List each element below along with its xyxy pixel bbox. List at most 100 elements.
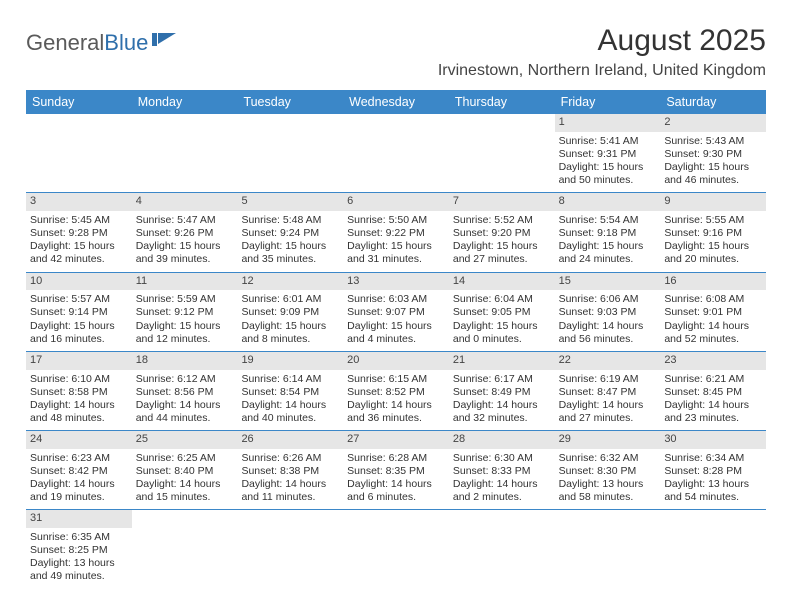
daylight-line: Daylight: 14 hours and 48 minutes. [30,399,128,425]
day-cell: 14Sunrise: 6:04 AMSunset: 9:05 PMDayligh… [449,273,555,351]
daylight-line: Daylight: 14 hours and 15 minutes. [136,478,234,504]
day-cell [555,510,661,588]
day-cell: 11Sunrise: 5:59 AMSunset: 9:12 PMDayligh… [132,273,238,351]
day-cell: 28Sunrise: 6:30 AMSunset: 8:33 PMDayligh… [449,431,555,509]
day-cell [343,114,449,192]
day-cell: 4Sunrise: 5:47 AMSunset: 9:26 PMDaylight… [132,193,238,271]
day-number: 30 [660,431,766,449]
day-number: 22 [555,352,661,370]
sunrise-line: Sunrise: 6:17 AM [453,373,551,386]
day-body: Sunrise: 6:06 AMSunset: 9:03 PMDaylight:… [555,290,661,351]
sunset-line: Sunset: 8:38 PM [241,465,339,478]
sunrise-line: Sunrise: 6:12 AM [136,373,234,386]
day-cell: 22Sunrise: 6:19 AMSunset: 8:47 PMDayligh… [555,352,661,430]
sunrise-line: Sunrise: 5:55 AM [664,214,762,227]
day-cell: 18Sunrise: 6:12 AMSunset: 8:56 PMDayligh… [132,352,238,430]
day-body: Sunrise: 5:57 AMSunset: 9:14 PMDaylight:… [26,290,132,351]
day-cell: 2Sunrise: 5:43 AMSunset: 9:30 PMDaylight… [660,114,766,192]
day-body [343,526,449,588]
day-body [660,526,766,588]
header: GeneralBlue August 2025 Irvinestown, Nor… [26,24,766,80]
daylight-line: Daylight: 15 hours and 16 minutes. [30,320,128,346]
daylight-line: Daylight: 14 hours and 32 minutes. [453,399,551,425]
sunset-line: Sunset: 9:20 PM [453,227,551,240]
daylight-line: Daylight: 15 hours and 4 minutes. [347,320,445,346]
daylight-line: Daylight: 15 hours and 24 minutes. [559,240,657,266]
sunrise-line: Sunrise: 6:25 AM [136,452,234,465]
day-body [449,526,555,588]
day-number [555,510,661,526]
week-row: 1Sunrise: 5:41 AMSunset: 9:31 PMDaylight… [26,114,766,193]
day-number: 15 [555,273,661,291]
day-number: 18 [132,352,238,370]
day-body [237,526,343,588]
day-body: Sunrise: 5:55 AMSunset: 9:16 PMDaylight:… [660,211,766,272]
daylight-line: Daylight: 13 hours and 58 minutes. [559,478,657,504]
title-block: August 2025 Irvinestown, Northern Irelan… [438,24,766,80]
sunset-line: Sunset: 8:45 PM [664,386,762,399]
weekday-cell: Friday [555,90,661,114]
day-body: Sunrise: 6:17 AMSunset: 8:49 PMDaylight:… [449,370,555,431]
daylight-line: Daylight: 14 hours and 11 minutes. [241,478,339,504]
day-cell: 7Sunrise: 5:52 AMSunset: 9:20 PMDaylight… [449,193,555,271]
sunrise-line: Sunrise: 5:41 AM [559,135,657,148]
day-number: 6 [343,193,449,211]
day-number [660,510,766,526]
sunset-line: Sunset: 8:54 PM [241,386,339,399]
day-number: 2 [660,114,766,132]
day-number: 29 [555,431,661,449]
day-body: Sunrise: 6:10 AMSunset: 8:58 PMDaylight:… [26,370,132,431]
daylight-line: Daylight: 13 hours and 49 minutes. [30,557,128,583]
day-cell [660,510,766,588]
daylight-line: Daylight: 14 hours and 40 minutes. [241,399,339,425]
sunrise-line: Sunrise: 5:52 AM [453,214,551,227]
sunset-line: Sunset: 9:31 PM [559,148,657,161]
sunrise-line: Sunrise: 5:47 AM [136,214,234,227]
sunrise-line: Sunrise: 6:06 AM [559,293,657,306]
day-cell: 26Sunrise: 6:26 AMSunset: 8:38 PMDayligh… [237,431,343,509]
day-cell: 25Sunrise: 6:25 AMSunset: 8:40 PMDayligh… [132,431,238,509]
day-body: Sunrise: 6:04 AMSunset: 9:05 PMDaylight:… [449,290,555,351]
day-cell: 20Sunrise: 6:15 AMSunset: 8:52 PMDayligh… [343,352,449,430]
day-cell: 6Sunrise: 5:50 AMSunset: 9:22 PMDaylight… [343,193,449,271]
day-cell: 5Sunrise: 5:48 AMSunset: 9:24 PMDaylight… [237,193,343,271]
day-cell [449,114,555,192]
day-body: Sunrise: 5:41 AMSunset: 9:31 PMDaylight:… [555,132,661,193]
weekday-cell: Sunday [26,90,132,114]
daylight-line: Daylight: 15 hours and 35 minutes. [241,240,339,266]
sunset-line: Sunset: 8:42 PM [30,465,128,478]
week-row: 31Sunrise: 6:35 AMSunset: 8:25 PMDayligh… [26,510,766,588]
day-body: Sunrise: 6:28 AMSunset: 8:35 PMDaylight:… [343,449,449,510]
weekday-cell: Monday [132,90,238,114]
day-number [26,114,132,130]
day-number: 14 [449,273,555,291]
day-cell: 30Sunrise: 6:34 AMSunset: 8:28 PMDayligh… [660,431,766,509]
logo: GeneralBlue [26,24,178,56]
sunset-line: Sunset: 8:25 PM [30,544,128,557]
day-number: 9 [660,193,766,211]
week-row: 17Sunrise: 6:10 AMSunset: 8:58 PMDayligh… [26,352,766,431]
day-number: 1 [555,114,661,132]
day-cell: 21Sunrise: 6:17 AMSunset: 8:49 PMDayligh… [449,352,555,430]
day-body: Sunrise: 5:59 AMSunset: 9:12 PMDaylight:… [132,290,238,351]
sunrise-line: Sunrise: 5:54 AM [559,214,657,227]
sunset-line: Sunset: 8:47 PM [559,386,657,399]
daylight-line: Daylight: 14 hours and 44 minutes. [136,399,234,425]
day-cell: 19Sunrise: 6:14 AMSunset: 8:54 PMDayligh… [237,352,343,430]
day-body: Sunrise: 6:34 AMSunset: 8:28 PMDaylight:… [660,449,766,510]
day-number: 7 [449,193,555,211]
day-body: Sunrise: 6:30 AMSunset: 8:33 PMDaylight:… [449,449,555,510]
day-cell: 24Sunrise: 6:23 AMSunset: 8:42 PMDayligh… [26,431,132,509]
day-cell [449,510,555,588]
location: Irvinestown, Northern Ireland, United Ki… [438,62,766,80]
day-body: Sunrise: 6:21 AMSunset: 8:45 PMDaylight:… [660,370,766,431]
day-body [343,130,449,192]
weekday-cell: Saturday [660,90,766,114]
sunrise-line: Sunrise: 6:35 AM [30,531,128,544]
day-number [343,510,449,526]
day-cell: 8Sunrise: 5:54 AMSunset: 9:18 PMDaylight… [555,193,661,271]
sunset-line: Sunset: 8:49 PM [453,386,551,399]
daylight-line: Daylight: 14 hours and 19 minutes. [30,478,128,504]
day-cell [132,114,238,192]
day-number: 26 [237,431,343,449]
